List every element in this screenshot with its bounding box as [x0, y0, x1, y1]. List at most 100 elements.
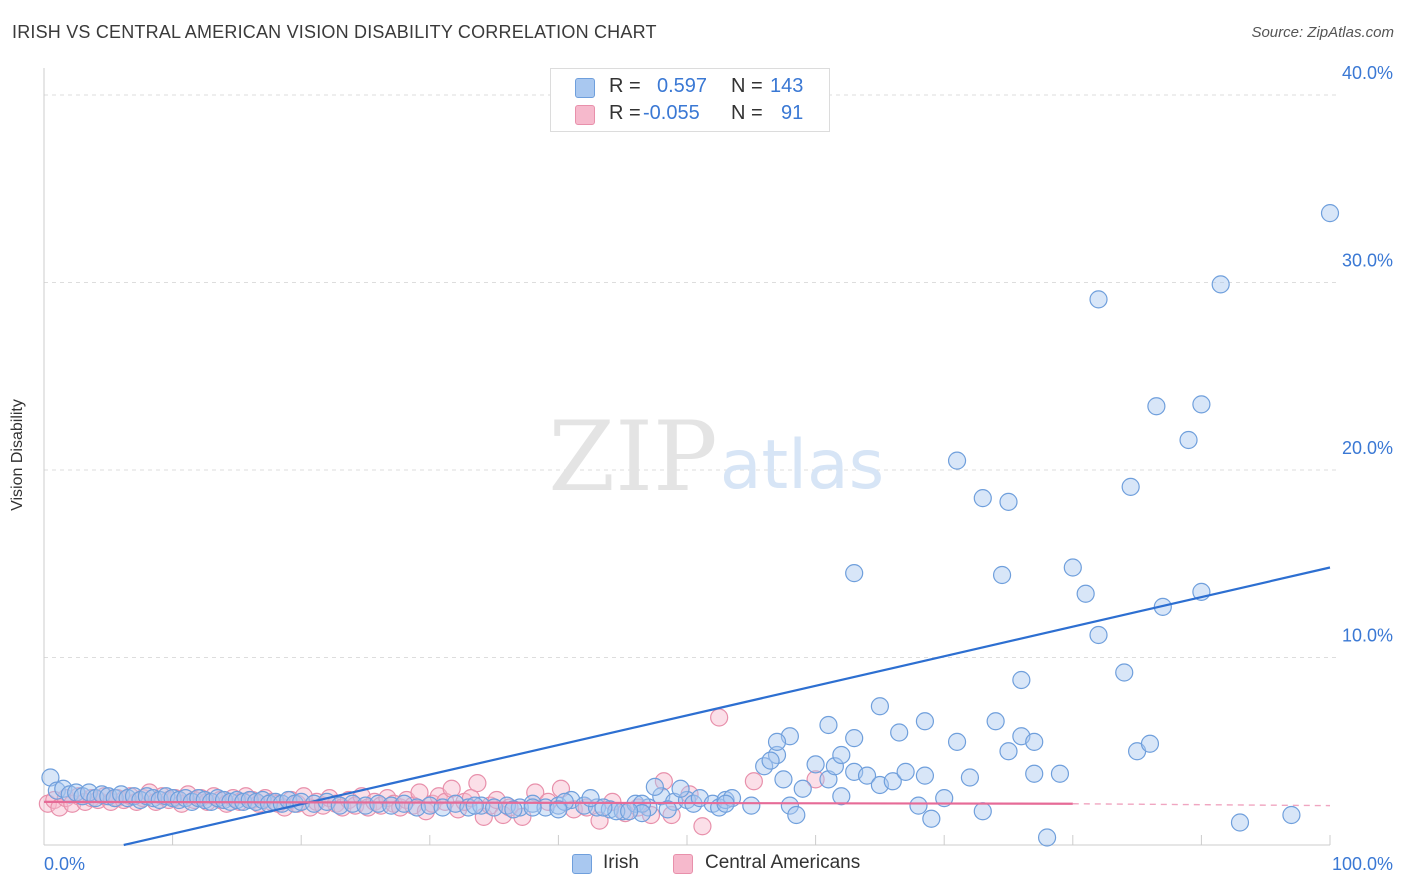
- irish-point: [1192, 395, 1211, 414]
- irish-point: [1025, 732, 1044, 751]
- tick-labels: 10.0% 20.0% 30.0% 40.0% 0.0% 100.0%: [44, 63, 1393, 874]
- irish-swatch: [575, 78, 595, 98]
- irish-point: [915, 712, 935, 731]
- central-americans-trend-extension: [1072, 803, 1331, 807]
- irish-point: [909, 796, 928, 815]
- legend-n-value: 91: [781, 102, 804, 124]
- irish-point: [986, 712, 1005, 731]
- irish-point: [819, 715, 838, 735]
- irish-point: [890, 723, 909, 742]
- irish-point: [806, 755, 825, 774]
- y-tick-label: 20.0%: [1342, 438, 1393, 458]
- legend-row-irish: R = 0.597 N = 143: [551, 74, 829, 100]
- irish-point: [1063, 558, 1082, 577]
- central-americans-point: [410, 783, 429, 802]
- irish-point: [845, 564, 864, 583]
- irish-point: [947, 732, 967, 751]
- legend-n-value: 143: [770, 75, 804, 97]
- legend-r-value: -0.055: [643, 102, 700, 124]
- irish-point: [832, 787, 851, 806]
- irish-point: [504, 800, 523, 819]
- irish-point: [1050, 764, 1070, 783]
- irish-point: [1211, 275, 1230, 294]
- x-tick-label: 0.0%: [44, 854, 85, 874]
- series-legend: Irish Central Americans: [0, 852, 1406, 878]
- irish-point: [793, 779, 812, 798]
- central-americans-point: [744, 772, 763, 791]
- irish-point: [620, 802, 639, 821]
- irish-point: [645, 777, 664, 796]
- irish-point: [658, 800, 677, 819]
- irish-point: [922, 809, 941, 828]
- central-americans-point: [806, 770, 825, 789]
- irish-point: [671, 779, 690, 798]
- irish-point: [465, 796, 484, 815]
- irish-point: [973, 802, 992, 821]
- irish-point: [1140, 734, 1160, 753]
- legend-r-value: 0.597: [657, 75, 708, 97]
- central-americans-point: [654, 772, 673, 791]
- irish-point: [883, 772, 902, 791]
- irish-point: [240, 790, 259, 810]
- irish-point: [1147, 397, 1166, 416]
- y-tick-label: 30.0%: [1342, 251, 1393, 271]
- irish-point: [870, 697, 890, 716]
- watermark: ZIP atlas: [548, 401, 884, 513]
- irish-point: [999, 742, 1018, 761]
- irish-point: [1115, 663, 1134, 682]
- legend-row-central-americans: R = -0.055 N = 91: [551, 101, 829, 127]
- x-tick-label: 100.0%: [1332, 854, 1393, 874]
- irish-point: [857, 766, 877, 785]
- legend-central-americans-swatch: [673, 854, 693, 874]
- legend-n-label: N =: [731, 102, 763, 124]
- irish-point: [523, 798, 542, 817]
- irish-point: [1320, 204, 1340, 223]
- irish-point: [845, 729, 864, 748]
- central-americans-trend-line: [43, 800, 1073, 805]
- irish-point: [1179, 430, 1198, 450]
- central-americans-point: [693, 817, 712, 836]
- irish-point: [227, 790, 246, 810]
- irish-point: [214, 790, 234, 810]
- irish-point: [1012, 670, 1031, 690]
- legend-irish-label: Irish: [603, 852, 639, 873]
- legend-r-label: R =: [609, 102, 641, 124]
- irish-point: [992, 565, 1012, 585]
- watermark-atlas: atlas: [720, 426, 884, 505]
- irish-point: [549, 800, 568, 819]
- irish-point: [947, 451, 967, 470]
- irish-point: [825, 757, 844, 776]
- legend-central-americans-label: Central Americans: [705, 852, 861, 873]
- irish-point: [787, 805, 806, 825]
- irish-point: [960, 768, 980, 787]
- legend-irish-swatch: [572, 854, 592, 874]
- source-credit: Source: ZipAtlas.com: [1251, 24, 1394, 41]
- irish-point: [915, 766, 935, 785]
- irish-point: [774, 770, 793, 789]
- central-americans-points: [38, 708, 825, 836]
- irish-point: [832, 745, 851, 765]
- irish-point: [594, 798, 613, 817]
- axes: [43, 68, 1331, 846]
- legend-n-label: N =: [731, 75, 763, 97]
- irish-point: [742, 796, 761, 815]
- chart-title: IRISH VS CENTRAL AMERICAN VISION DISABIL…: [12, 22, 657, 42]
- irish-point: [973, 489, 992, 508]
- irish-point: [761, 751, 780, 770]
- y-tick-label: 40.0%: [1342, 63, 1393, 83]
- trend-lines: [43, 566, 1331, 847]
- irish-points: [41, 204, 1340, 847]
- central-americans-point: [468, 774, 487, 793]
- irish-point: [1089, 625, 1108, 645]
- irish-point: [1089, 290, 1108, 309]
- central-americans-point: [442, 779, 461, 798]
- irish-point: [1230, 813, 1250, 832]
- irish-point: [999, 492, 1018, 511]
- legend-r-label: R =: [609, 75, 641, 97]
- irish-point: [1282, 805, 1301, 825]
- correlation-legend: R = 0.597 N = 143 R = -0.055 N = 91: [550, 68, 830, 132]
- irish-point: [1025, 764, 1044, 783]
- irish-point: [1037, 828, 1057, 847]
- central-americans-point: [526, 783, 545, 802]
